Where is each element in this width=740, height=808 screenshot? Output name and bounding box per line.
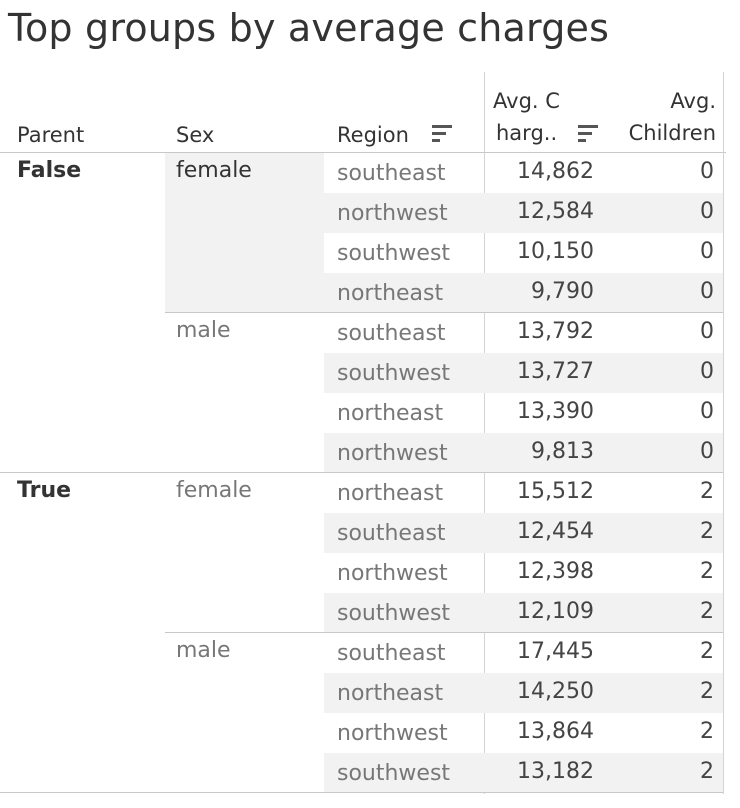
avg-charges-cell: 9,813 [531, 439, 594, 464]
avg-charges-cell: 9,790 [531, 279, 594, 304]
row-band [324, 753, 724, 793]
region-cell: northeast [337, 481, 444, 506]
avg-charges-cell: 14,250 [517, 679, 594, 704]
avg-charges-cell: 14,862 [517, 159, 594, 184]
header-charges-line1[interactable]: Avg. C [493, 89, 560, 113]
region-cell: northeast [337, 401, 444, 426]
header-children-line1[interactable]: Avg. [670, 89, 716, 113]
avg-children-cell: 2 [700, 479, 714, 504]
parent-cell: True [17, 478, 72, 503]
header-bottom-rule [0, 152, 726, 153]
sex-cell: male [176, 638, 231, 663]
region-cell: northwest [337, 561, 448, 586]
avg-charges-cell: 13,864 [517, 719, 594, 744]
region-cell: southeast [337, 521, 446, 546]
sex-group-rule [165, 632, 724, 633]
region-cell: northwest [337, 441, 448, 466]
header-region[interactable]: Region [337, 123, 409, 147]
row-band [324, 593, 724, 633]
sex-cell: female [176, 478, 252, 503]
header-charges-line2[interactable]: harg.. [496, 121, 558, 145]
avg-children-cell: 0 [700, 319, 714, 344]
parent-group-rule [0, 792, 724, 793]
region-cell: northwest [337, 721, 448, 746]
region-cell: northwest [337, 201, 448, 226]
region-cell: southwest [337, 361, 451, 386]
avg-charges-cell: 13,727 [517, 359, 594, 384]
region-cell: southwest [337, 601, 451, 626]
avg-children-cell: 2 [700, 519, 714, 544]
region-cell: southeast [337, 161, 446, 186]
region-cell: northeast [337, 281, 444, 306]
avg-charges-cell: 13,792 [517, 319, 594, 344]
sort-descending-icon[interactable] [578, 125, 598, 143]
row-band [324, 353, 724, 393]
avg-charges-cell: 13,390 [517, 399, 594, 424]
header-sex[interactable]: Sex [176, 123, 215, 147]
avg-charges-cell: 13,182 [517, 759, 594, 784]
avg-children-cell: 0 [700, 359, 714, 384]
right-edge [723, 72, 724, 794]
parent-cell: False [17, 158, 82, 183]
chart-title: Top groups by average charges [8, 6, 610, 50]
parent-group-rule [0, 472, 724, 473]
avg-children-cell: 2 [700, 639, 714, 664]
row-band [324, 273, 724, 313]
region-cell: southeast [337, 321, 446, 346]
avg-charges-cell: 12,398 [517, 559, 594, 584]
row-band [324, 433, 724, 473]
avg-children-cell: 0 [700, 439, 714, 464]
avg-children-cell: 2 [700, 719, 714, 744]
sex-band [165, 153, 324, 313]
avg-charges-cell: 10,150 [517, 239, 594, 264]
row-band [324, 673, 724, 713]
region-cell: southwest [337, 241, 451, 266]
sort-descending-icon[interactable] [432, 125, 452, 143]
avg-children-cell: 0 [700, 279, 714, 304]
avg-children-cell: 2 [700, 759, 714, 784]
avg-children-cell: 2 [700, 679, 714, 704]
region-cell: northeast [337, 681, 444, 706]
avg-charges-cell: 17,445 [517, 639, 594, 664]
avg-children-cell: 0 [700, 199, 714, 224]
sex-group-rule [165, 312, 724, 313]
avg-charges-cell: 12,109 [517, 599, 594, 624]
sex-cell: male [176, 318, 231, 343]
avg-charges-cell: 12,454 [517, 519, 594, 544]
sex-cell: female [176, 158, 252, 183]
avg-children-cell: 0 [700, 399, 714, 424]
region-cell: southeast [337, 641, 446, 666]
region-cell: southwest [337, 761, 451, 786]
avg-children-cell: 2 [700, 599, 714, 624]
avg-charges-cell: 12,584 [517, 199, 594, 224]
header-parent[interactable]: Parent [17, 123, 85, 147]
avg-children-cell: 0 [700, 239, 714, 264]
row-band [324, 193, 724, 233]
row-band [324, 513, 724, 553]
header-children-line2[interactable]: Children [628, 121, 716, 145]
avg-children-cell: 0 [700, 159, 714, 184]
avg-children-cell: 2 [700, 559, 714, 584]
avg-charges-cell: 15,512 [517, 479, 594, 504]
